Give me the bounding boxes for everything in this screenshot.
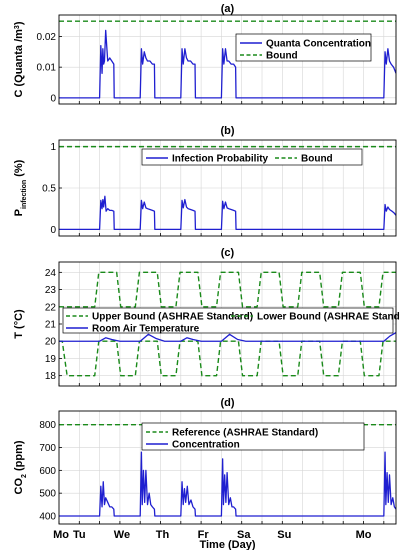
plot-frame bbox=[58, 139, 397, 237]
legend-box bbox=[141, 148, 363, 166]
legend-box bbox=[62, 307, 394, 334]
y-tick-label: 22 bbox=[45, 302, 57, 313]
y-tick-label: 24 bbox=[45, 268, 57, 279]
y-tick-label: 0.01 bbox=[37, 63, 57, 74]
y-axis-label: Pinfection (%) bbox=[13, 159, 28, 216]
legend-label: Upper Bound (ASHRAE Standard) bbox=[92, 312, 253, 323]
legend-box bbox=[141, 422, 365, 451]
x-tick-label: We bbox=[114, 529, 130, 541]
legend-box bbox=[235, 33, 372, 62]
x-tick-label: Fr bbox=[198, 529, 210, 541]
legend-label: Quanta Concentration bbox=[266, 39, 371, 50]
panel-title: (a) bbox=[221, 3, 235, 15]
series-line-solid bbox=[59, 195, 396, 231]
chart-panel: 0 0.01 0.02 (a) C (Quanta /m3) Quanta Concent… bbox=[13, 3, 397, 105]
series-line-dashed bbox=[59, 271, 396, 308]
x-tick-label: Tu bbox=[73, 529, 86, 541]
x-tick-label: Mo bbox=[356, 529, 372, 541]
series-line-solid bbox=[59, 332, 396, 342]
y-tick-label: 21 bbox=[45, 320, 57, 331]
chart-panel: 0 0.5 1 (b) Pinfection (%) Infection Probabil… bbox=[13, 125, 397, 237]
plot-frame bbox=[58, 261, 397, 387]
y-axis-label: T (°C) bbox=[13, 309, 25, 339]
y-tick-label: 23 bbox=[45, 285, 57, 296]
plot-frame bbox=[58, 410, 397, 525]
x-tick-label: Mo bbox=[53, 529, 69, 541]
x-tick-label: Sa bbox=[237, 529, 251, 541]
y-tick-label: 800 bbox=[39, 420, 56, 431]
panel-title: (c) bbox=[221, 247, 235, 259]
y-tick-label: 19 bbox=[45, 354, 57, 365]
y-tick-label: 500 bbox=[39, 489, 56, 500]
series-line-solid bbox=[59, 451, 396, 517]
legend-label: Reference (ASHRAE Standard) bbox=[172, 428, 318, 439]
legend-label: Infection Probability bbox=[172, 154, 269, 165]
panel-title: (b) bbox=[220, 125, 234, 137]
legend-label: Bound bbox=[266, 51, 298, 62]
y-tick-label: 0.5 bbox=[42, 184, 56, 195]
y-tick-label: 18 bbox=[45, 371, 57, 382]
panel-title: (d) bbox=[220, 397, 234, 409]
y-tick-label: 400 bbox=[39, 512, 56, 523]
chart-panel: 400 500 600 700 800 (d) CO2 (ppm) Reference (AS… bbox=[13, 397, 397, 550]
x-tick-label: Su bbox=[277, 529, 291, 541]
legend-label: Concentration bbox=[172, 440, 240, 451]
y-tick-label: 0.02 bbox=[37, 32, 57, 43]
y-tick-label: 0 bbox=[50, 93, 56, 104]
y-tick-label: 20 bbox=[45, 337, 57, 348]
x-tick-label: Th bbox=[156, 529, 170, 541]
x-axis-label: Time (Day) bbox=[199, 539, 255, 550]
y-axis-label: C (Quanta /m3) bbox=[13, 21, 25, 97]
legend-label: Bound bbox=[301, 154, 333, 165]
plot-frame bbox=[58, 14, 397, 105]
y-tick-label: 700 bbox=[39, 443, 56, 454]
legend-label: Lower Bound (ASHRAE Standard) bbox=[257, 312, 400, 323]
y-axis-label: CO2 (ppm) bbox=[13, 440, 28, 494]
y-tick-label: 600 bbox=[39, 466, 56, 477]
chart-panel: 18 19 20 21 22 23 24 (c) T (°C) Upper Bound (ASHR… bbox=[13, 247, 400, 387]
series-line-solid bbox=[59, 29, 396, 99]
y-tick-label: 0 bbox=[50, 225, 56, 236]
legend-label: Room Air Temperature bbox=[92, 324, 200, 335]
y-tick-label: 1 bbox=[50, 142, 56, 153]
